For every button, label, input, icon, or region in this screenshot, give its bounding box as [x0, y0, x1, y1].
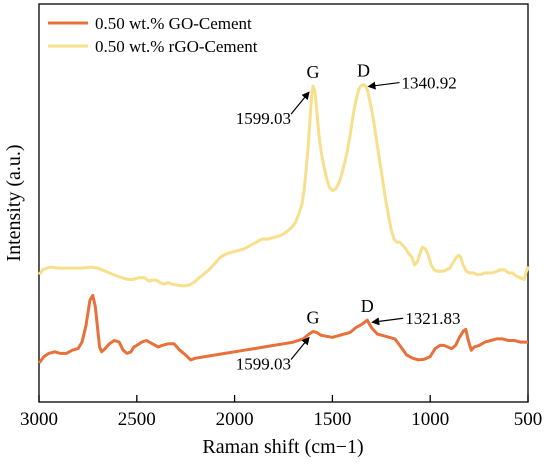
plot-frame — [38, 3, 529, 403]
x-tick-label-1500: 1500 — [313, 409, 351, 430]
peak-value-label-1: 1340.92 — [402, 74, 457, 93]
x-tick-label-1000: 1000 — [411, 409, 449, 430]
y-axis-label: Intensity (a.u.) — [3, 144, 25, 261]
peak-letter-d-1: D — [357, 61, 370, 81]
x-tick-label-500: 500 — [514, 409, 543, 430]
peak-arrow-3 — [371, 317, 404, 326]
x-tick-label-3000: 3000 — [20, 409, 58, 430]
x-tick-label-2500: 2500 — [118, 409, 156, 430]
peak-arrow-0 — [290, 91, 310, 115]
series-line-0-50-wt-rgo-cement — [37, 83, 530, 288]
peak-value-label-0: 1599.03 — [236, 109, 291, 128]
x-axis-label: Raman shift (cm−1) — [202, 436, 363, 458]
legend-label-go-cement: 0.50 wt.% GO-Cement — [95, 14, 252, 33]
peak-letter-d-3: D — [361, 296, 374, 316]
peak-letter-g-2: G — [307, 308, 320, 328]
annotation-layer: G 1599.03 D 1340.92 G 1599.03 D 1321.83 — [236, 61, 461, 374]
peak-value-label-2: 1599.03 — [236, 355, 291, 374]
series-line-0-50-wt-go-cement — [37, 293, 528, 365]
series-layer — [37, 83, 530, 365]
legend-label-rgo-cement: 0.50 wt.% rGO-Cement — [95, 37, 258, 56]
peak-letter-g-0: G — [307, 62, 320, 82]
peak-arrow-1 — [367, 81, 400, 90]
peak-value-label-3: 1321.83 — [405, 309, 460, 328]
peak-arrow-2 — [290, 336, 310, 360]
legend: 0.50 wt.% GO-Cement 0.50 wt.% rGO-Cement — [48, 14, 258, 56]
x-tick-label-2000: 2000 — [216, 409, 254, 430]
x-axis-ticks: 3000 2500 2000 1500 1000 500 — [20, 395, 542, 430]
